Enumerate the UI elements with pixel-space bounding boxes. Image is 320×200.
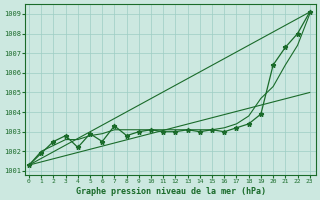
X-axis label: Graphe pression niveau de la mer (hPa): Graphe pression niveau de la mer (hPa) — [76, 187, 266, 196]
